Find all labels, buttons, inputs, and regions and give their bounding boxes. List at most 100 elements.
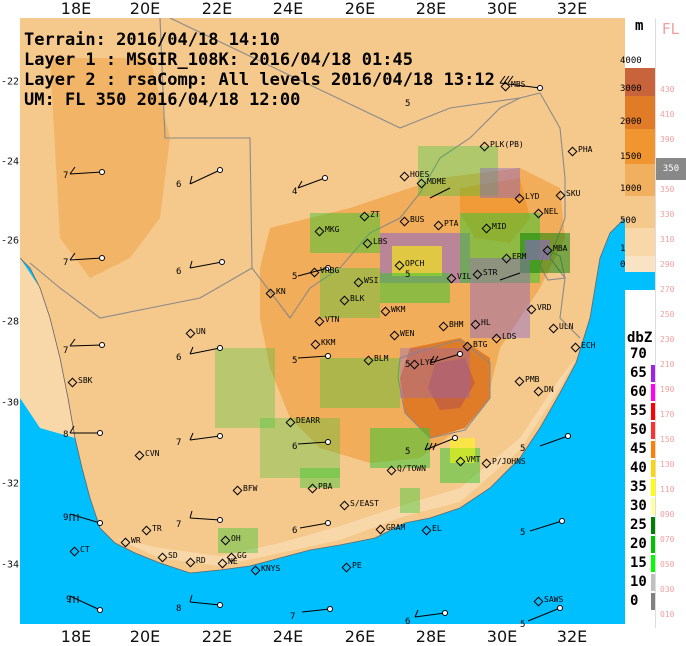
station-label: MID [492,222,507,231]
x-tick-18E: 18E [60,0,92,18]
dbz-level: 35 [627,479,655,496]
station-label: PBA [318,482,333,491]
terrain-swatch [625,272,655,290]
fl-tick: 170 [660,410,675,419]
wind-speed-number: 6 [405,617,411,627]
x-tick-18E: 18E [60,627,92,646]
fl-tick: 290 [660,260,675,269]
terrain-legend: m 4000 3000 2000 1500 1000 500 1 0 [620,18,655,290]
header-layer2: Layer 2 : rsaComp: All levels 2016/04/18… [24,70,495,90]
fl-tick: 150 [660,435,675,444]
y-tick--30: -30 [0,397,20,409]
fl-tick: 350 [660,185,675,194]
station-label: VRD [537,303,552,312]
fl-tick: 030 [660,585,675,594]
station-label: VTN [325,315,340,324]
station-label: NEL [544,207,559,216]
station-label: ERM [512,252,527,261]
fl-tick: 210 [660,360,675,369]
station-label: GG [237,551,247,560]
y-tick--22: -22 [0,76,20,88]
x-tick-26E: 26E [344,627,376,646]
station-label: NE [228,557,238,566]
x-tick-24E: 24E [272,0,304,18]
dbz-level: 55 [627,403,655,420]
station-label: BTG [473,340,488,349]
wind-speed-number: 5 [292,356,298,366]
station-label: VRBG [320,266,340,275]
terrain-swatch [625,129,655,164]
station-label: DN [544,385,554,394]
fl-tick: 010 [660,610,675,619]
station-label: BLM [374,354,389,363]
fl-current-level[interactable]: 350 [656,158,686,180]
station-label: UN [196,327,206,336]
station-label: KN [276,287,286,296]
fl-legend-unit: FL [662,20,679,38]
station-label: S/EAST [350,499,379,508]
x-tick-26E: 26E [344,0,376,18]
station-label: TR [152,524,162,533]
wind-speed-number: 5 [520,444,526,454]
dbz-level: 15 [627,555,655,572]
station-label: HOES [410,170,430,179]
station-label: MBA [553,244,568,253]
wind-speed-number: 7 [176,520,182,530]
wind-speed-number: 4 [292,187,298,197]
station-label: ECH [581,341,596,350]
x-tick-32E: 32E [556,0,588,18]
station-label: SAWS [544,595,564,604]
station-label: BLK [350,294,365,303]
header-model: UM: FL 350 2016/04/18 12:00 [24,90,301,110]
dbz-level: 25 [627,517,655,534]
dbz-level: 20 [627,536,655,553]
fl-tick: 050 [660,560,675,569]
x-tick-30E: 30E [486,627,518,646]
wind-speed-number: 6 [176,267,182,277]
terrain-swatch [625,164,655,196]
wind-speed-number: 9 [66,595,72,605]
map-header: Terrain: 2016/04/18 14:10 Layer 1 : MSGIR… [24,30,495,110]
fl-tick: 430 [660,85,675,94]
x-tick-22E: 22E [201,0,233,18]
station-label: PMB [525,375,540,384]
wind-speed-number: 7 [290,612,296,622]
dbz-level: 10 [627,574,655,591]
station-label: MKG [325,225,340,234]
station-label: LYD [525,192,540,201]
station-label: LDS [502,332,517,341]
station-label: VMT [466,455,481,464]
wind-speed-number: 7 [63,171,69,181]
dbz-level: 30 [627,498,655,515]
terrain-swatch [625,256,655,272]
wind-speed-number: 5 [405,360,411,370]
radar-echoes [215,146,570,553]
station-label: BUS [410,215,425,224]
fl-tick: 250 [660,310,675,319]
station-label: ZT [370,210,380,219]
fl-tick: 330 [660,210,675,219]
station-label: MBS [511,80,526,89]
station-label: WEN [400,329,415,338]
y-tick--24: -24 [0,156,20,168]
station-label: PHA [578,145,593,154]
fl-tick: 130 [660,460,675,469]
fl-tick: 390 [660,135,675,144]
station-label: PE [352,561,362,570]
station-label: Q/TOWN [397,464,426,473]
wind-speed-number: 6 [176,180,182,190]
station-label: EL [432,524,442,533]
terrain-legend-unit: m [635,18,644,34]
fl-tick: 090 [660,510,675,519]
station-label: LYE [420,358,435,367]
station-label: KKM [321,338,336,347]
map-canvas[interactable] [20,18,625,624]
station-label: WR [131,536,141,545]
fl-tick: 070 [660,535,675,544]
wind-speed-number: 6 [176,353,182,363]
station-label: CT [80,545,90,554]
wind-speed-number: 7 [63,346,69,356]
flight-level-legend: FL [655,18,686,628]
station-label: LBS [373,237,388,246]
terrain-label: 4000 [620,56,642,66]
